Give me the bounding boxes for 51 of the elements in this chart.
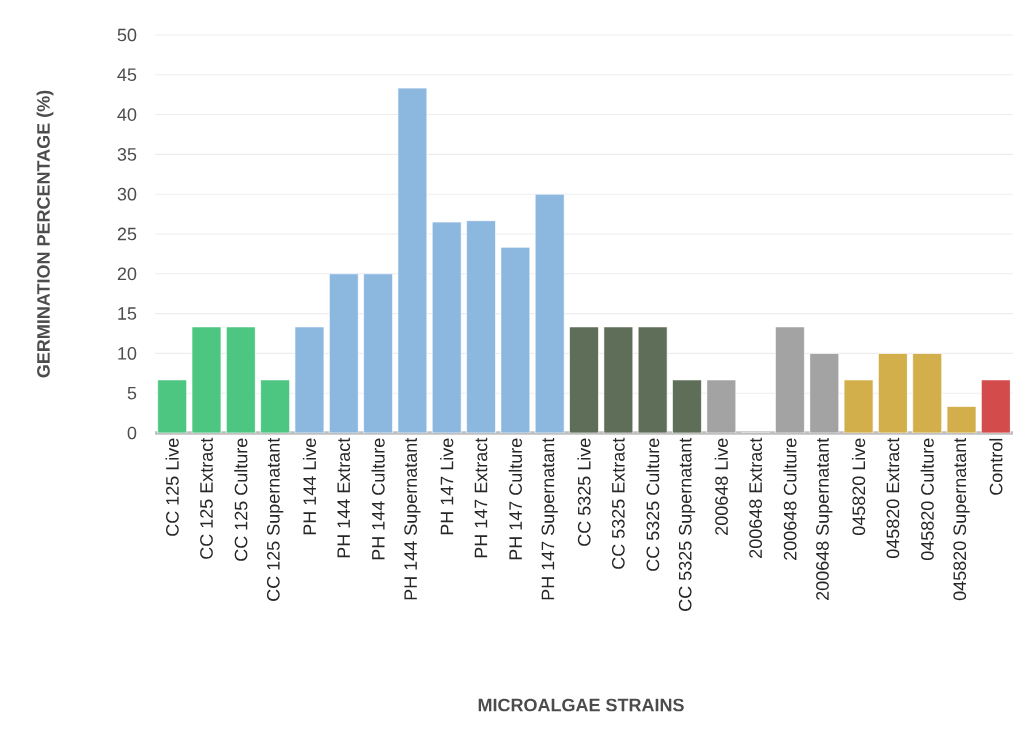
bar — [637, 326, 668, 433]
x-tick-label: CC 125 Supernatant — [266, 437, 284, 601]
y-tick-label: 10 — [118, 347, 137, 360]
bar — [775, 326, 805, 433]
y-tick-label: 40 — [117, 108, 137, 121]
x-tick-label: PH 147 Live — [440, 438, 454, 535]
bar — [569, 326, 599, 433]
bar — [672, 379, 702, 433]
y-tick-label: 50 — [117, 28, 137, 42]
x-tick-label: PH 144 Culture — [371, 438, 385, 560]
y-tick-label: 45 — [117, 68, 137, 82]
x-tick-label: CC 5325 Culture — [646, 438, 660, 571]
x-tick-label: 045820 Extract — [886, 437, 900, 559]
bar — [294, 326, 325, 433]
bar — [191, 326, 222, 433]
x-tick-label: Control — [989, 438, 1003, 495]
x-tick-label: PH 147 Supernatant — [541, 437, 558, 600]
bar — [843, 379, 874, 433]
bar — [946, 406, 977, 433]
x-tick-label: 045820 Supernatant — [953, 437, 970, 601]
x-tick-label: PH 144 Supernatant — [404, 437, 421, 600]
x-tick-label: CC 5325 Live — [577, 438, 591, 546]
x-tick-label: CC 5325 Supernatant — [678, 437, 696, 611]
x-tick-label: 200648 Extract — [749, 437, 762, 558]
x-tick-label: CC 125 Live — [165, 438, 179, 536]
x-tick-label: 200648 Culture — [783, 438, 797, 560]
x-tick-label: 200648 Live — [714, 438, 728, 535]
y-tick-label: 0 — [127, 426, 137, 440]
y-tick-label: 25 — [117, 227, 137, 241]
bar — [466, 220, 496, 433]
y-axis-title: GERMINATION PERCENTAGE (%) — [36, 90, 54, 378]
x-tick-label: 045820 Live — [851, 438, 866, 536]
x-tick-label: 200648 Supernatant — [816, 437, 833, 600]
y-tick-label: 5 — [127, 386, 137, 400]
bar — [363, 273, 393, 433]
x-tick-label: CC 5325 Extract — [611, 437, 625, 569]
y-tick-label: 30 — [117, 187, 137, 201]
x-tick-label: PH 144 Live — [302, 438, 317, 535]
y-tick-label: 20 — [117, 267, 137, 281]
y-tick-label: 35 — [117, 148, 137, 161]
x-tick-label: 045820 Culture — [920, 438, 934, 561]
x-axis-title: MICROALGAE STRAINS — [478, 698, 684, 712]
x-tick-label: CC 125 Culture — [234, 438, 248, 561]
bar — [431, 221, 462, 433]
y-tick-label: 15 — [118, 307, 137, 320]
x-tick-label: CC 125 Extract — [200, 437, 213, 559]
x-tick-label: PH 147 Extract — [474, 437, 488, 558]
x-tick-label: PH 144 Extract — [337, 437, 351, 558]
bar — [260, 379, 290, 433]
bar — [157, 379, 187, 433]
x-tick-label: PH 147 Culture — [508, 438, 522, 560]
